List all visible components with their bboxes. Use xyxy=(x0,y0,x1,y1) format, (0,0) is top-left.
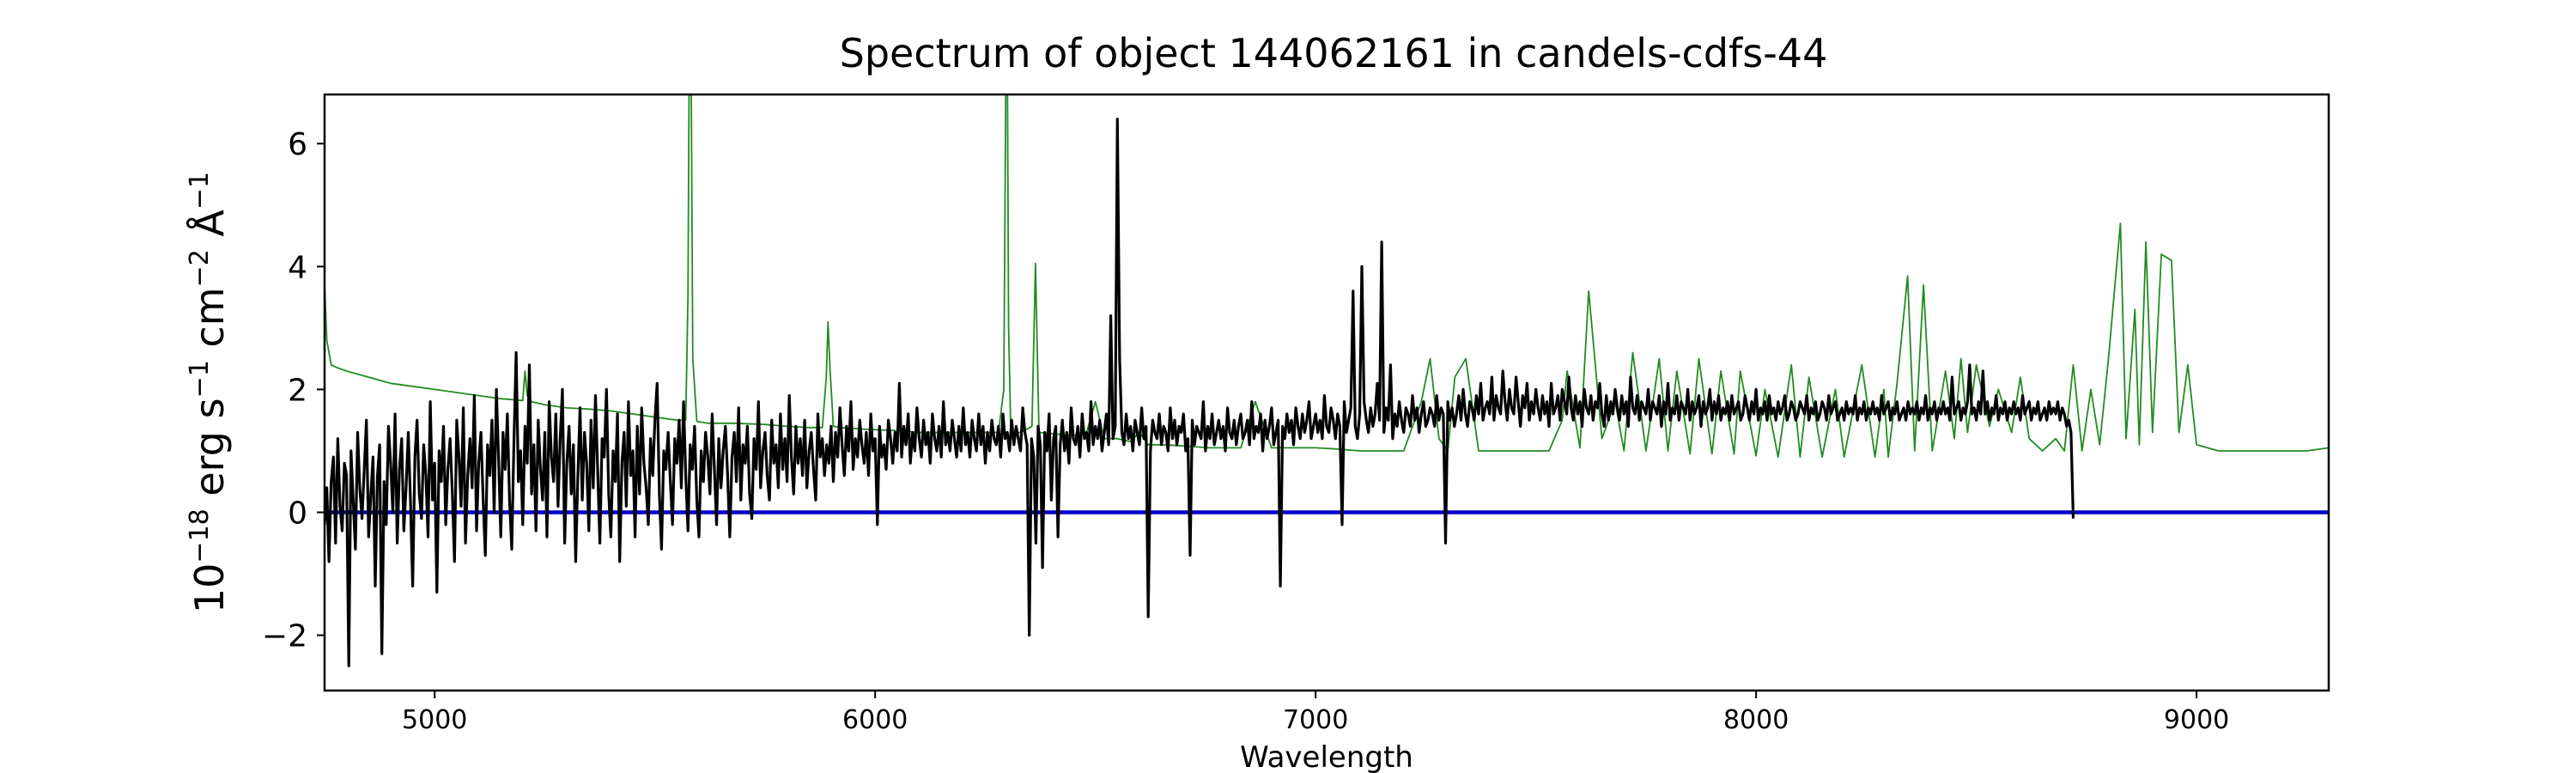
y-label-cm: cm xyxy=(186,287,233,360)
y-tick-label: −2 xyxy=(262,619,307,654)
y-label-exp2: −1 xyxy=(185,360,215,398)
y-label-erg: erg s xyxy=(186,398,233,508)
y-label-base: 10 xyxy=(186,563,233,614)
x-tick-label: 6000 xyxy=(842,705,908,735)
x-axis: 5000 6000 7000 8000 9000 xyxy=(402,691,2229,735)
y-axis-label: 10−18 erg s−1 cm−2 Å−1 xyxy=(185,172,233,613)
y-label-exp1: −18 xyxy=(185,508,215,563)
y-tick-label: 0 xyxy=(288,496,307,532)
x-tick-label: 8000 xyxy=(1723,705,1789,735)
y-axis: −2 0 2 4 6 xyxy=(262,127,325,654)
y-label-exp3: −2 xyxy=(185,249,215,287)
y-label-exp4: −1 xyxy=(185,172,215,210)
y-tick-label: 4 xyxy=(288,250,307,285)
x-tick-label: 9000 xyxy=(2164,705,2229,735)
plot-frame xyxy=(323,93,2330,692)
series-layer xyxy=(325,94,2329,667)
y-tick-label: 6 xyxy=(288,127,307,162)
x-tick-label: 5000 xyxy=(402,705,467,735)
object-spectrum-line xyxy=(325,118,2075,667)
y-label-ang: Å xyxy=(186,210,233,250)
chart-title: Spectrum of object 144062161 in candels-… xyxy=(840,30,1828,76)
x-axis-label: Wavelength xyxy=(1240,740,1413,773)
y-tick-label: 2 xyxy=(288,373,307,408)
x-tick-label: 7000 xyxy=(1283,705,1348,735)
